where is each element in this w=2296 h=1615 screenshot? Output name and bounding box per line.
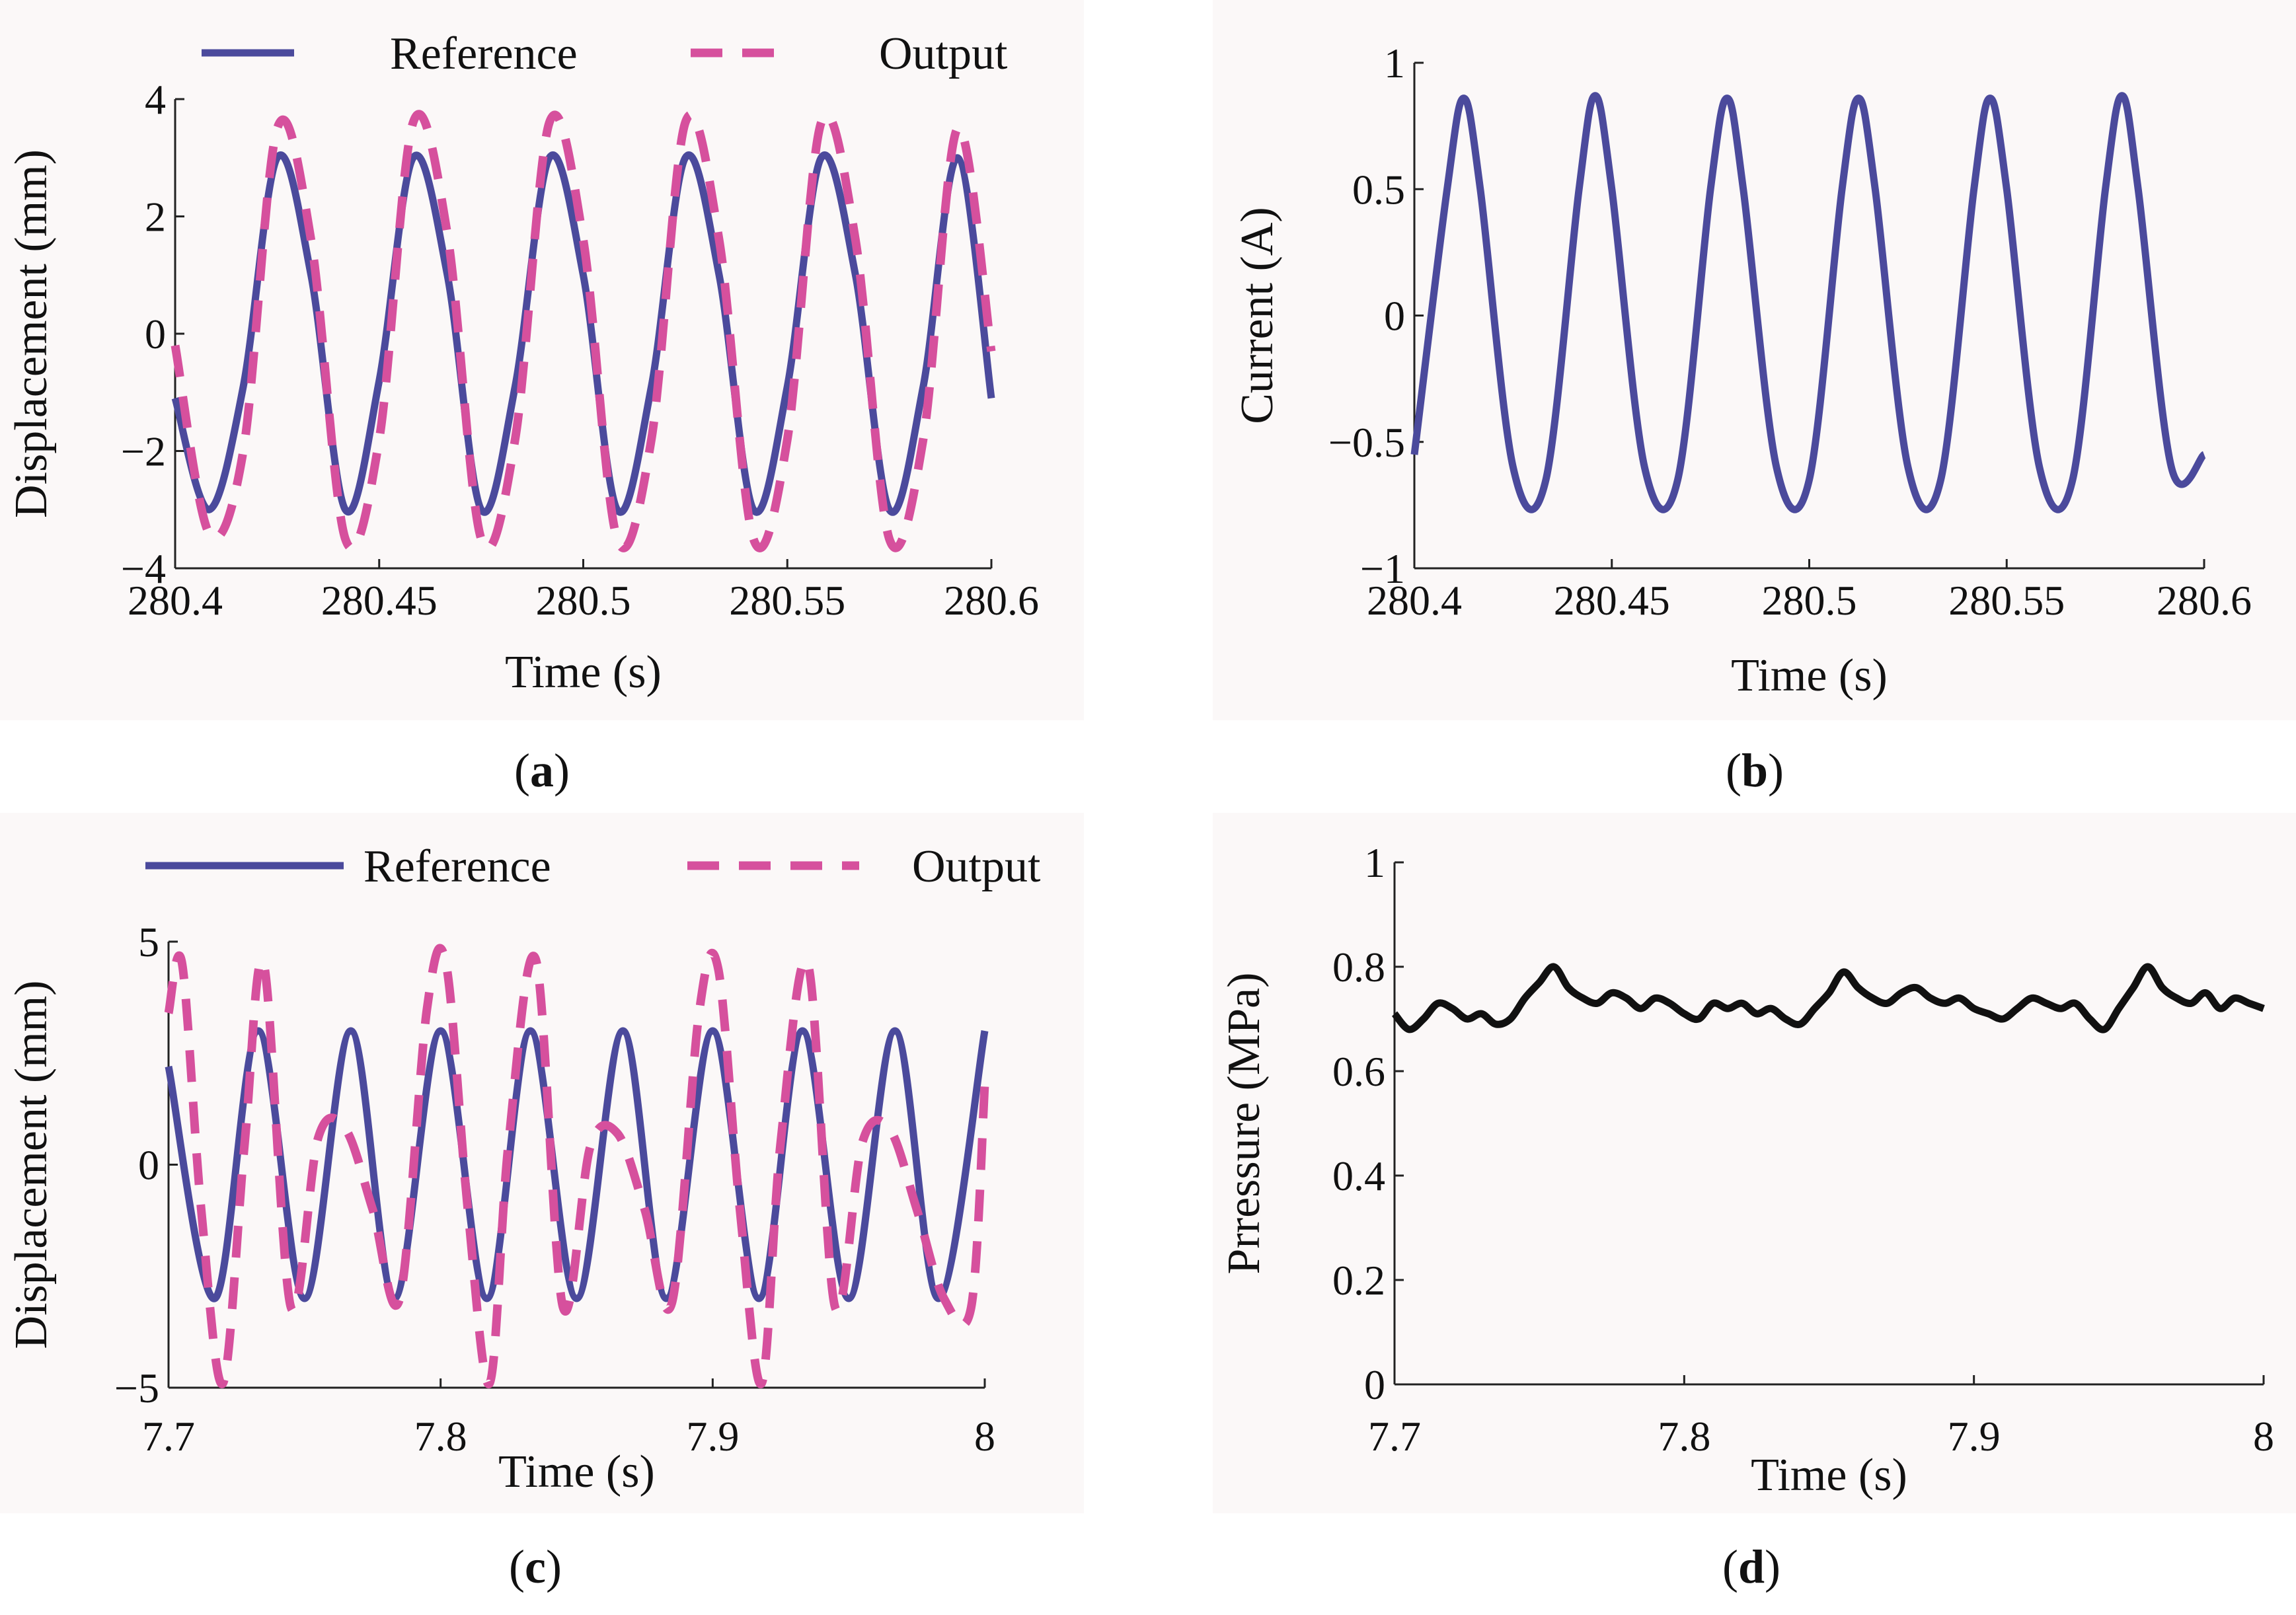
- x-tick-label: 8: [2253, 1413, 2274, 1460]
- x-axis-label: Time (s): [1751, 1450, 1907, 1501]
- panel-caption-letter: c: [525, 1540, 546, 1593]
- y-tick-label: 0: [138, 1142, 159, 1189]
- x-tick-label: 280.55: [1948, 577, 2065, 624]
- y-tick-label: 1: [1384, 40, 1405, 87]
- x-tick-label: 7.9: [1948, 1413, 2001, 1460]
- y-tick-label: 0: [1384, 293, 1405, 340]
- x-tick-label: 7.8: [1658, 1413, 1710, 1460]
- x-tick-label: 7.7: [142, 1413, 195, 1460]
- x-axis-label: Time (s): [1731, 650, 1888, 701]
- y-tick-label: 0: [1364, 1361, 1385, 1408]
- y-tick-label: 0.5: [1352, 166, 1405, 213]
- x-tick-label: 7.7: [1368, 1413, 1421, 1460]
- x-tick-label: 280.45: [1554, 577, 1670, 624]
- chart-panel-d: 7.7 7.8 7.9 8 1 0.8 0.6 0.4 0.2 0 Time (s) Prressur…: [1213, 813, 2296, 1593]
- y-tick-label: 4: [145, 76, 166, 123]
- panel-caption: (c): [509, 1540, 562, 1593]
- y-axis-label: Prressure (MPa): [1219, 973, 1270, 1275]
- y-axis-label: Current (A): [1232, 207, 1283, 424]
- x-tick-label: 280.4: [128, 577, 223, 624]
- y-tick-label: −1: [1360, 545, 1405, 592]
- y-tick-label: 0.2: [1332, 1257, 1385, 1304]
- x-tick-label: 8: [974, 1413, 995, 1460]
- x-tick-label: 280.4: [1367, 577, 1462, 624]
- x-tick-label: 280.5: [1762, 577, 1857, 624]
- panel-background: [0, 813, 1084, 1513]
- series-line-output: [164, 944, 989, 1388]
- legend-label-reference: Reference: [364, 841, 551, 892]
- x-tick-label: 280.5: [536, 577, 631, 624]
- panel-caption: (a): [514, 744, 570, 797]
- y-tick-label: 1: [1364, 839, 1385, 886]
- x-tick-label: 280.55: [729, 577, 845, 624]
- x-tick-label: 280.6: [2157, 577, 2252, 624]
- panel-caption-letter: a: [530, 744, 554, 797]
- x-tick-label: 7.9: [686, 1413, 739, 1460]
- y-tick-label: 0.6: [1332, 1048, 1385, 1095]
- x-tick-label: 280.45: [321, 577, 438, 624]
- panel-background: [1213, 813, 2296, 1513]
- y-axis-label: Displacement (mm): [6, 149, 57, 518]
- x-axis-label: Time (s): [498, 1446, 655, 1497]
- y-tick-label: −4: [121, 545, 166, 592]
- series-line-reference: [165, 1027, 989, 1302]
- series-line-reference: [171, 151, 995, 516]
- panel-caption: (b): [1726, 744, 1784, 797]
- chart-panel-b: 280.4 280.45 280.5 280.55 280.6 1 0.5 0 −0.5 −1 Ti…: [1213, 0, 2296, 797]
- y-tick-label: 2: [145, 194, 166, 241]
- chart-panel-a: 280.4 280.45 280.5 280.55 280.6 4 2 0 −2 −4 Time (…: [0, 0, 1084, 797]
- y-tick-label: 0.8: [1332, 944, 1385, 991]
- legend-label-output: Output: [879, 28, 1008, 79]
- chart-panel-c: 7.7 7.8 7.9 8 5 0 −5 Time (s) Displacement (mm) R…: [0, 813, 1084, 1593]
- y-tick-label: −2: [121, 428, 166, 475]
- panel-caption: (d): [1722, 1540, 1780, 1593]
- x-axis-label: Time (s): [505, 647, 662, 698]
- y-tick-label: −0.5: [1328, 419, 1405, 466]
- y-tick-label: −5: [114, 1365, 159, 1411]
- x-tick-label: 7.8: [414, 1413, 467, 1460]
- legend-label-reference: Reference: [390, 28, 578, 79]
- series-line-pressure: [1391, 963, 2265, 1033]
- y-tick-label: 0.4: [1332, 1152, 1385, 1199]
- series-line-current: [1410, 92, 2207, 513]
- y-axis-label: Displacement (mm): [6, 981, 57, 1349]
- y-tick-label: 0: [145, 311, 166, 357]
- x-tick-label: 280.6: [944, 577, 1039, 624]
- y-tick-label: 5: [138, 919, 159, 965]
- panel-caption-letter: d: [1738, 1540, 1765, 1593]
- legend-label-output: Output: [912, 841, 1041, 892]
- panel-caption-letter: b: [1741, 744, 1768, 797]
